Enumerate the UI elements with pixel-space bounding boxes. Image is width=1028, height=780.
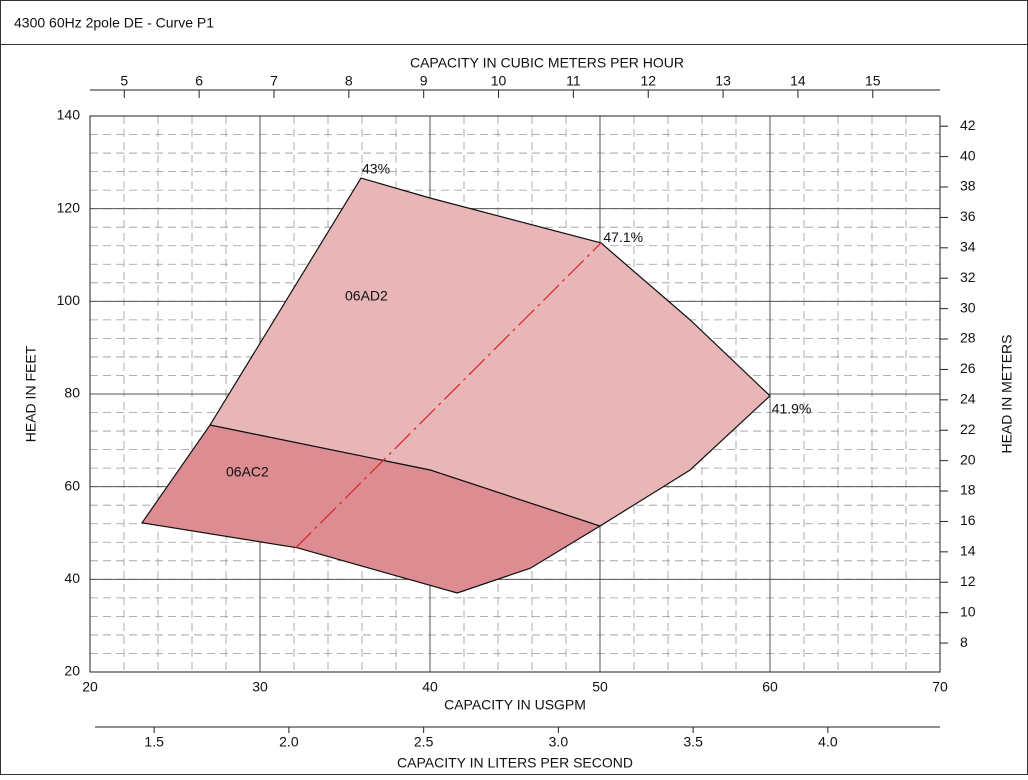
y2-tick-label: 26 [960,360,976,376]
y2-tick-label: 42 [960,117,976,133]
y2-tick-label: 18 [960,482,976,498]
x-tick-label: 70 [932,679,948,695]
y2-tick-label: 28 [960,330,976,346]
y2-axis-title: HEAD IN METERS [999,334,1015,453]
x-tick-label: 40 [422,679,438,695]
x2-tick-label: 15 [865,73,881,89]
x2-tick-label: 14 [790,73,806,89]
x2-tick-label: 5 [120,73,128,89]
x3-tick-label: 2.5 [414,734,434,750]
y2-tick-label: 38 [960,178,976,194]
y2-tick-label: 32 [960,269,976,285]
x3-tick-label: 3.0 [549,734,569,750]
x2-tick-label: 13 [715,73,731,89]
y-axis-title: HEAD IN FEET [23,345,39,442]
annotation: 41.9% [772,400,812,416]
x-tick-label: 30 [252,679,268,695]
y2-tick-label: 10 [960,603,976,619]
y-tick-label: 140 [57,107,81,123]
x2-tick-label: 6 [195,73,203,89]
x3-axis-title: CAPACITY IN LITERS PER SECOND [397,755,633,771]
x2-tick-label: 11 [566,73,581,89]
y2-tick-label: 30 [960,299,976,315]
x-axis-title: CAPACITY IN USGPM [444,697,586,713]
x3-tick-label: 1.5 [144,734,164,750]
efficiency-line [295,242,602,549]
y2-tick-label: 16 [960,512,976,528]
x-tick-label: 50 [592,679,608,695]
y-tick-label: 20 [64,663,80,679]
x2-tick-label: 10 [491,73,507,89]
y-tick-label: 40 [64,570,80,586]
plot-border [89,115,941,673]
annotation: 43% [362,160,390,176]
x2-tick-label: 8 [345,73,353,89]
region [140,424,602,594]
y-tick-label: 100 [57,292,81,308]
region-label: 06AC2 [226,463,269,479]
y2-tick-label: 24 [960,391,976,407]
x-tick-label: 60 [762,679,778,695]
y2-tick-label: 22 [960,421,976,437]
y2-tick-label: 36 [960,208,976,224]
y2-tick-label: 20 [960,451,976,467]
annotation: 47.1% [603,229,643,245]
y2-tick-label: 14 [960,543,976,559]
x2-axis-title: CAPACITY IN CUBIC METERS PER HOUR [410,55,684,71]
x-tick-label: 20 [82,679,98,695]
y2-tick-label: 34 [960,239,976,255]
y-tick-label: 120 [57,199,81,215]
x3-tick-label: 3.5 [683,734,703,750]
x2-tick-label: 7 [270,73,278,89]
y2-tick-label: 40 [960,147,976,163]
x3-tick-label: 2.0 [279,734,299,750]
x2-tick-label: 12 [640,73,656,89]
x3-tick-label: 4.0 [818,734,838,750]
y2-tick-label: 8 [960,634,968,650]
y2-tick-label: 12 [960,573,976,589]
chart-title: 4300 60Hz 2pole DE - Curve P1 [14,15,214,31]
y-tick-label: 60 [64,477,80,493]
x2-tick-label: 9 [420,73,428,89]
region-label: 06AD2 [345,287,388,303]
y-tick-label: 80 [64,385,80,401]
